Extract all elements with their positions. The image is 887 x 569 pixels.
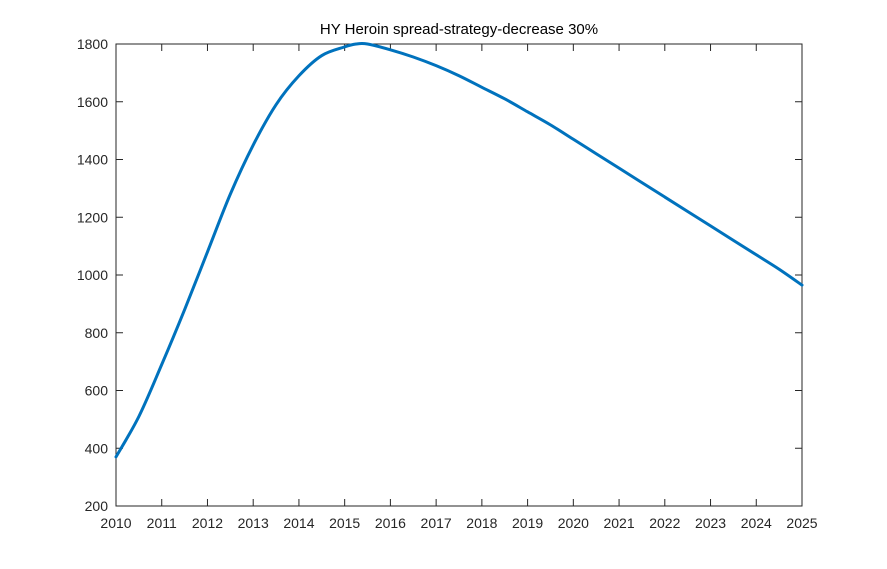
x-tick-label: 2024 [741, 515, 772, 531]
y-tick-label: 800 [85, 325, 109, 341]
y-tick-label: 1600 [77, 94, 108, 110]
x-tick-label: 2019 [512, 515, 543, 531]
y-tick-label: 1400 [77, 152, 108, 168]
x-tick-label: 2025 [786, 515, 817, 531]
x-tick-label: 2018 [466, 515, 497, 531]
x-tick-label: 2016 [375, 515, 406, 531]
y-tick-label: 600 [85, 383, 109, 399]
x-tick-label: 2011 [147, 515, 177, 531]
y-tick-label: 200 [85, 498, 109, 514]
x-tick-label: 2022 [649, 515, 680, 531]
x-tick-label: 2013 [238, 515, 269, 531]
chart-title: HY Heroin spread-strategy-decrease 30% [320, 21, 598, 38]
y-tick-label: 1800 [77, 36, 108, 52]
y-tick-label: 1000 [77, 267, 108, 283]
plot-area: 2010 2011 2012 2013 2014 2015 2016 2017 2018 2019… [77, 36, 818, 531]
y-tick-label: 1200 [77, 209, 108, 225]
x-tick-label: 2012 [192, 515, 223, 531]
x-tick-label: 2015 [329, 515, 360, 531]
series-line [114, 41, 804, 459]
x-tick-label: 2021 [603, 515, 634, 531]
x-tick-label: 2023 [695, 515, 726, 531]
axes-box [115, 43, 803, 507]
x-tick-label: 2010 [100, 515, 131, 531]
y-tick-label: 400 [85, 440, 109, 456]
x-tick-label: 2020 [558, 515, 589, 531]
x-tick-label: 2017 [421, 515, 452, 531]
x-tick-label: 2014 [283, 515, 314, 531]
